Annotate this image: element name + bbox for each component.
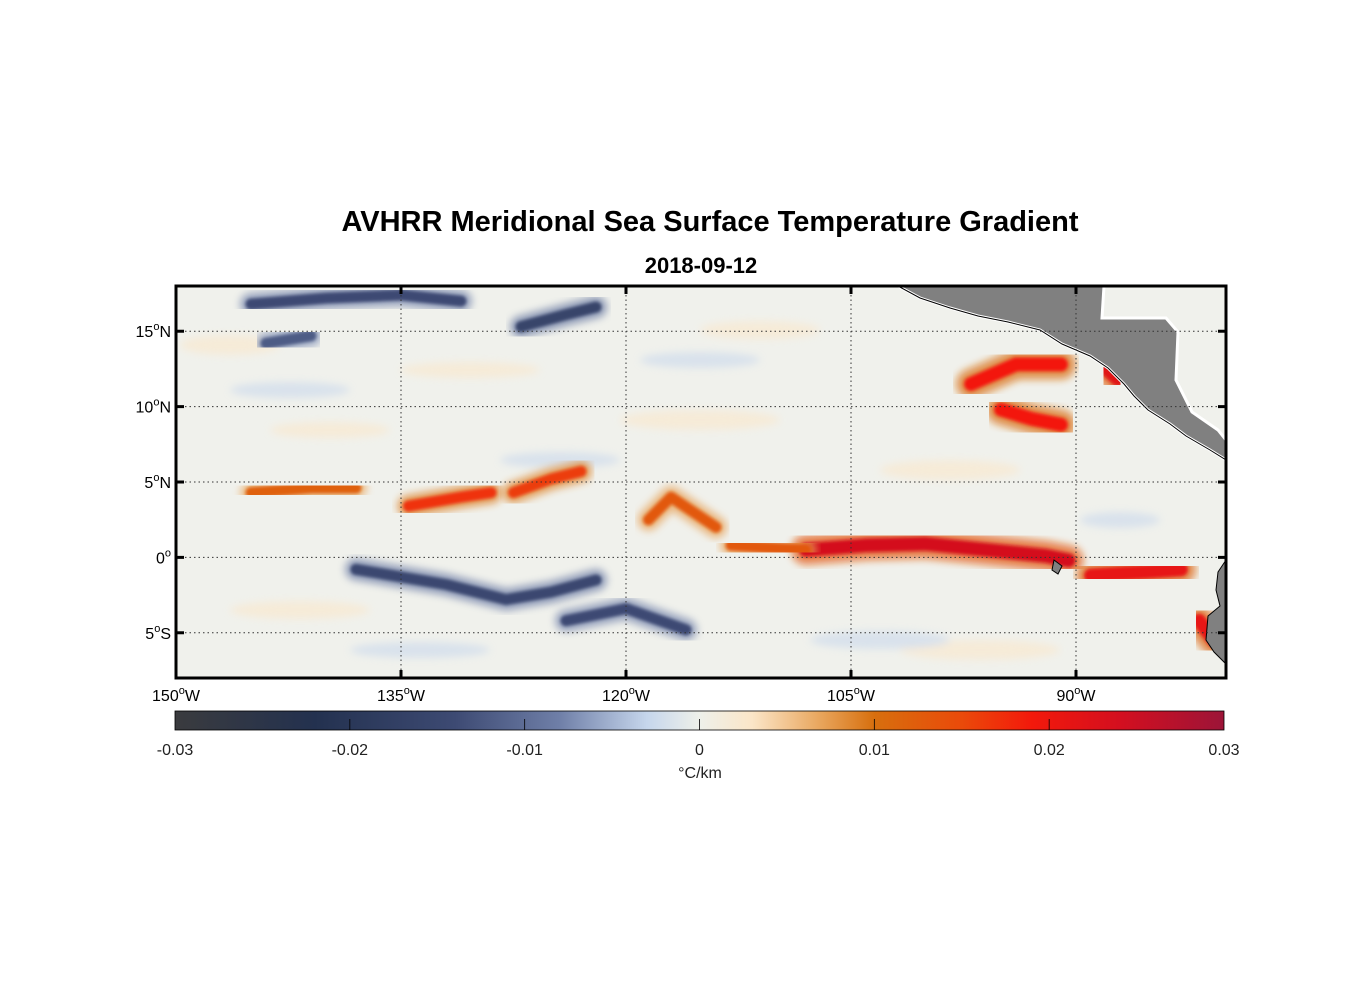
texture-patch (350, 642, 490, 658)
coordinate-label: 90oW (1056, 685, 1096, 705)
texture-patch (900, 640, 1060, 660)
colorbar-tick-label: -0.01 (506, 742, 543, 759)
colorbar-tick-label: -0.03 (157, 742, 194, 759)
longitude-labels: 150oW 135oW 120oW 105oW 90oW (152, 685, 1096, 705)
gradient-feature (560, 603, 692, 636)
coordinate-label: 120oW (602, 685, 651, 705)
colorbar-unit: °C/km (678, 765, 722, 782)
gradient-feature (994, 402, 1068, 432)
colorbar-tick-label: 0.02 (1034, 742, 1065, 759)
texture-patch (640, 352, 760, 368)
colorbar-ticks: -0.03 -0.02 -0.01 0 0.01 0.02 0.03 (157, 719, 1240, 759)
gradient-feature (643, 491, 722, 533)
gradient-feature (799, 536, 1076, 568)
texture-patch (500, 452, 620, 468)
coordinate-label: 15oN (136, 321, 171, 341)
gradient-feature (964, 357, 1068, 391)
texture-patch (270, 422, 390, 438)
gradient-feature (245, 482, 362, 499)
texture-patch (230, 601, 370, 619)
gradient-features (240, 286, 1226, 656)
land-central-america-outline (897, 286, 1226, 461)
texture-patch (1080, 512, 1160, 528)
gradient-field (180, 286, 1226, 660)
colorbar-tick-label: 0.01 (859, 742, 890, 759)
texture-patch (230, 382, 350, 398)
coordinate-label: 105oW (827, 685, 876, 705)
texture-patch (810, 631, 950, 649)
latitude-labels: 15oN 10oN 5oN 0o 5oS (136, 321, 171, 643)
gradient-feature (350, 563, 602, 606)
gradient-feature (725, 539, 812, 556)
land-south-america (1205, 559, 1226, 665)
texture-patch (400, 362, 540, 378)
texture-patch (880, 460, 1020, 480)
colorbar-tick-label: 0.03 (1208, 742, 1239, 759)
coordinate-label: 135oW (377, 685, 426, 705)
page-title: AVHRR Meridional Sea Surface Temperature… (341, 206, 1079, 238)
texture-patch (180, 335, 280, 355)
coordinate-label: 150oW (152, 685, 201, 705)
coordinate-label: 10oN (136, 397, 171, 417)
gradient-feature (245, 289, 467, 310)
colorbar-tick-label: 0 (695, 742, 704, 759)
coordinate-label: 5oS (145, 623, 171, 643)
gradient-feature (403, 487, 497, 512)
map-ticks (174, 286, 1226, 678)
texture-patch (620, 410, 780, 430)
coordinate-label: 5oN (144, 472, 171, 492)
gradient-feature (515, 301, 602, 333)
gradient-feature (1084, 562, 1188, 583)
land-galapagos (1051, 559, 1063, 575)
colorbar-tick-label: -0.02 (332, 742, 369, 759)
map-subtitle: 2018-09-12 (644, 253, 758, 278)
texture-patch (700, 321, 820, 339)
gradient-feature (260, 330, 317, 349)
coordinate-label: 0o (156, 547, 171, 567)
gradient-feature (508, 465, 587, 499)
